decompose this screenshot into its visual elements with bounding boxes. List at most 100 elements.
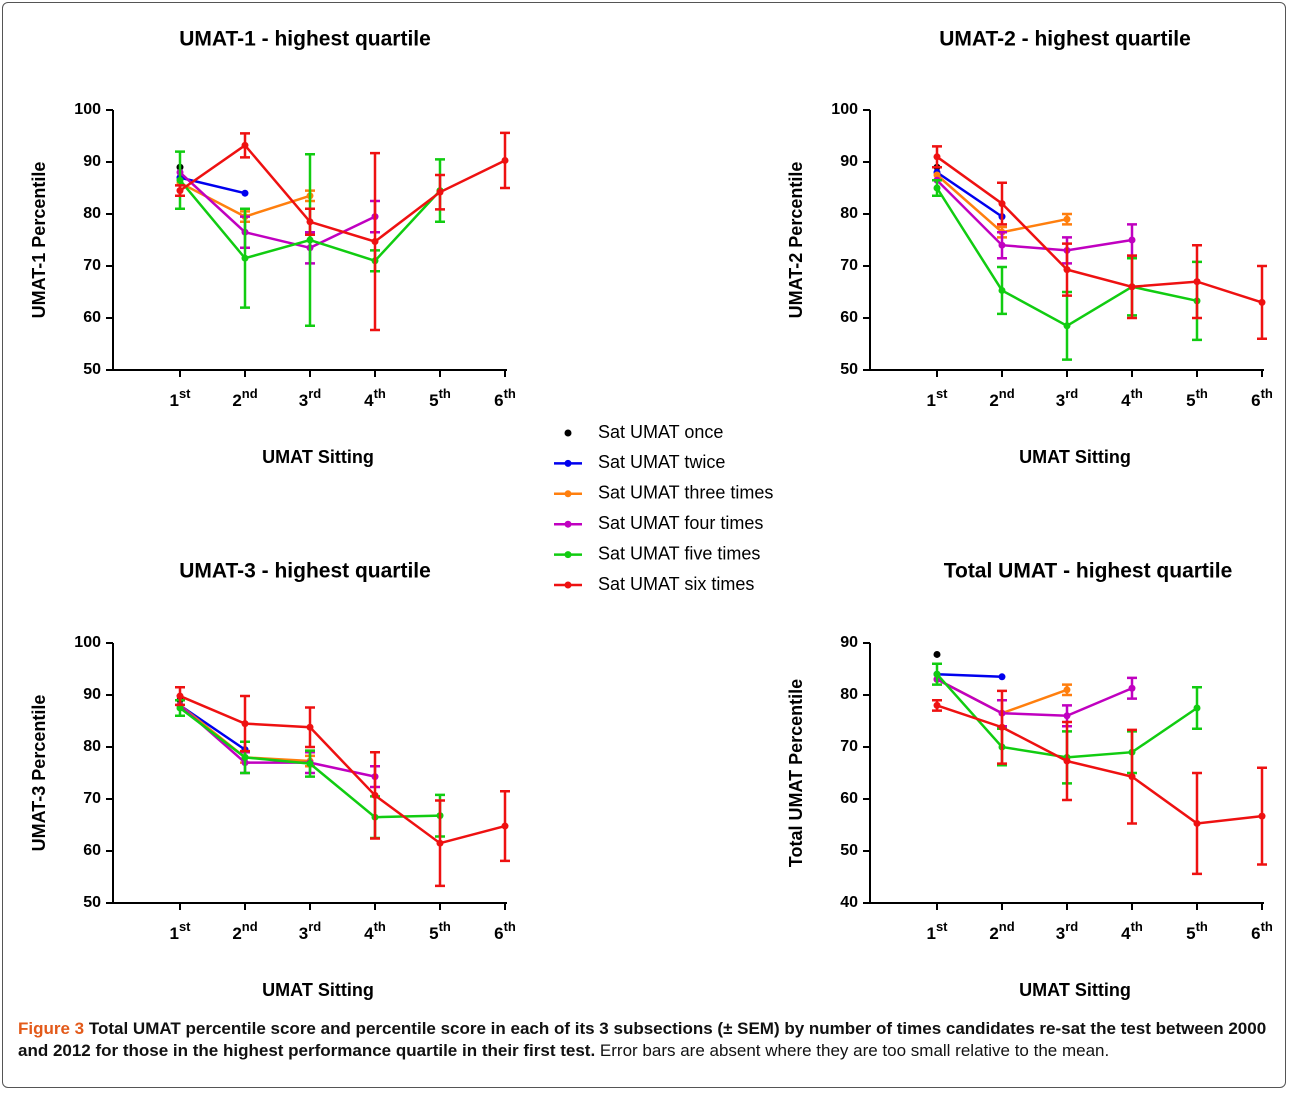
x-tick-label: 1st (169, 386, 191, 410)
y-tick-label: 100 (74, 634, 101, 651)
legend-marker (564, 520, 572, 528)
series-line (179, 176, 246, 195)
x-tick-label: 3rd (299, 919, 322, 943)
data-point (1128, 773, 1136, 781)
y-axis-label: Total UMAT Percentile (786, 679, 806, 867)
chart-title: UMAT-2 - highest quartile (939, 28, 1191, 51)
x-tick-label: 1st (926, 386, 948, 410)
data-point (241, 141, 249, 149)
data-point (501, 822, 509, 830)
series-line (936, 155, 1263, 304)
legend-label: Sat UMAT once (598, 422, 723, 442)
data-point (1193, 278, 1201, 286)
legend-label: Sat UMAT three times (598, 483, 773, 503)
data-point (1063, 712, 1071, 720)
x-tick-label: 2nd (989, 386, 1014, 410)
caption: Figure 3 Total UMAT percentile score and… (18, 1018, 1274, 1062)
y-tick-label: 50 (83, 894, 101, 911)
legend-marker (564, 429, 572, 437)
data-point (436, 188, 444, 196)
chart-title: Total UMAT - highest quartile (944, 560, 1233, 583)
chart-title: UMAT-3 - highest quartile (179, 560, 431, 583)
data-point (306, 723, 314, 731)
data-point (1193, 819, 1201, 827)
x-tick-label: 2nd (989, 919, 1014, 943)
y-tick-label: 70 (83, 257, 101, 274)
y-tick-label: 60 (840, 309, 858, 326)
y-tick-label: 90 (83, 153, 101, 170)
y-tick-label: 40 (840, 894, 858, 911)
data-point (933, 171, 941, 179)
legend-marker (564, 490, 572, 498)
data-point (933, 184, 941, 192)
x-tick-label: 2nd (232, 919, 257, 943)
x-axis-label: UMAT Sitting (262, 980, 374, 1000)
y-tick-label: 60 (840, 790, 858, 807)
y-tick-label: 50 (83, 361, 101, 378)
data-point (998, 286, 1006, 294)
data-point (306, 236, 314, 244)
data-point (998, 673, 1006, 681)
y-axis-label: UMAT-3 Percentile (29, 695, 49, 852)
y-tick-label: 80 (83, 205, 101, 222)
x-tick-label: 1st (169, 919, 191, 943)
data-point (933, 153, 941, 161)
y-tick-label: 80 (840, 205, 858, 222)
y-axis-label: UMAT-2 Percentile (786, 162, 806, 319)
x-tick-label: 3rd (1056, 919, 1079, 943)
data-point (1258, 812, 1266, 820)
x-tick-label: 5th (1186, 386, 1208, 410)
data-point (1063, 215, 1071, 223)
legend-marker (564, 581, 572, 589)
x-tick-label: 6th (1251, 386, 1273, 410)
x-tick-label: 6th (494, 919, 516, 943)
y-tick-label: 90 (83, 686, 101, 703)
y-tick-label: 60 (83, 309, 101, 326)
data-point (436, 839, 444, 847)
y-tick-label: 50 (840, 361, 858, 378)
data-point (241, 254, 249, 262)
data-point (241, 753, 249, 761)
data-point (1193, 704, 1201, 712)
y-tick-label: 50 (840, 842, 858, 859)
y-tick-label: 70 (83, 790, 101, 807)
data-point (1063, 686, 1071, 694)
data-point (1063, 266, 1071, 274)
data-point (1258, 298, 1266, 306)
x-axis-label: UMAT Sitting (262, 447, 374, 467)
x-tick-label: 5th (1186, 919, 1208, 943)
data-point (241, 720, 249, 728)
series-line (936, 672, 1003, 679)
legend-label: Sat UMAT five times (598, 543, 760, 563)
y-tick-label: 70 (840, 257, 858, 274)
x-tick-label: 6th (1251, 919, 1273, 943)
data-point (1128, 684, 1136, 692)
data-point (176, 187, 184, 195)
y-tick-label: 90 (840, 634, 858, 651)
data-point (933, 650, 941, 658)
caption-label: Figure 3 (18, 1019, 85, 1038)
x-tick-label: 4th (364, 919, 386, 943)
x-tick-label: 2nd (232, 386, 257, 410)
data-point (176, 692, 184, 700)
series-line (179, 694, 506, 845)
chart-title: UMAT-1 - highest quartile (179, 28, 431, 51)
data-point (933, 701, 941, 709)
data-point (306, 760, 314, 768)
series-line (179, 143, 506, 243)
data-point (998, 241, 1006, 249)
series-line (936, 704, 1263, 825)
caption-title: Total UMAT percentile score and percenti… (18, 1019, 1267, 1060)
legend-label: Sat UMAT twice (598, 452, 725, 472)
legend-label: Sat UMAT four times (598, 513, 763, 533)
y-tick-label: 80 (840, 686, 858, 703)
x-tick-label: 4th (364, 386, 386, 410)
caption-note: Error bars are absent where they are too… (599, 1041, 1110, 1060)
y-tick-label: 80 (83, 738, 101, 755)
data-point (933, 670, 941, 678)
data-point (501, 156, 509, 164)
x-axis-label: UMAT Sitting (1019, 980, 1131, 1000)
x-tick-label: 6th (494, 386, 516, 410)
